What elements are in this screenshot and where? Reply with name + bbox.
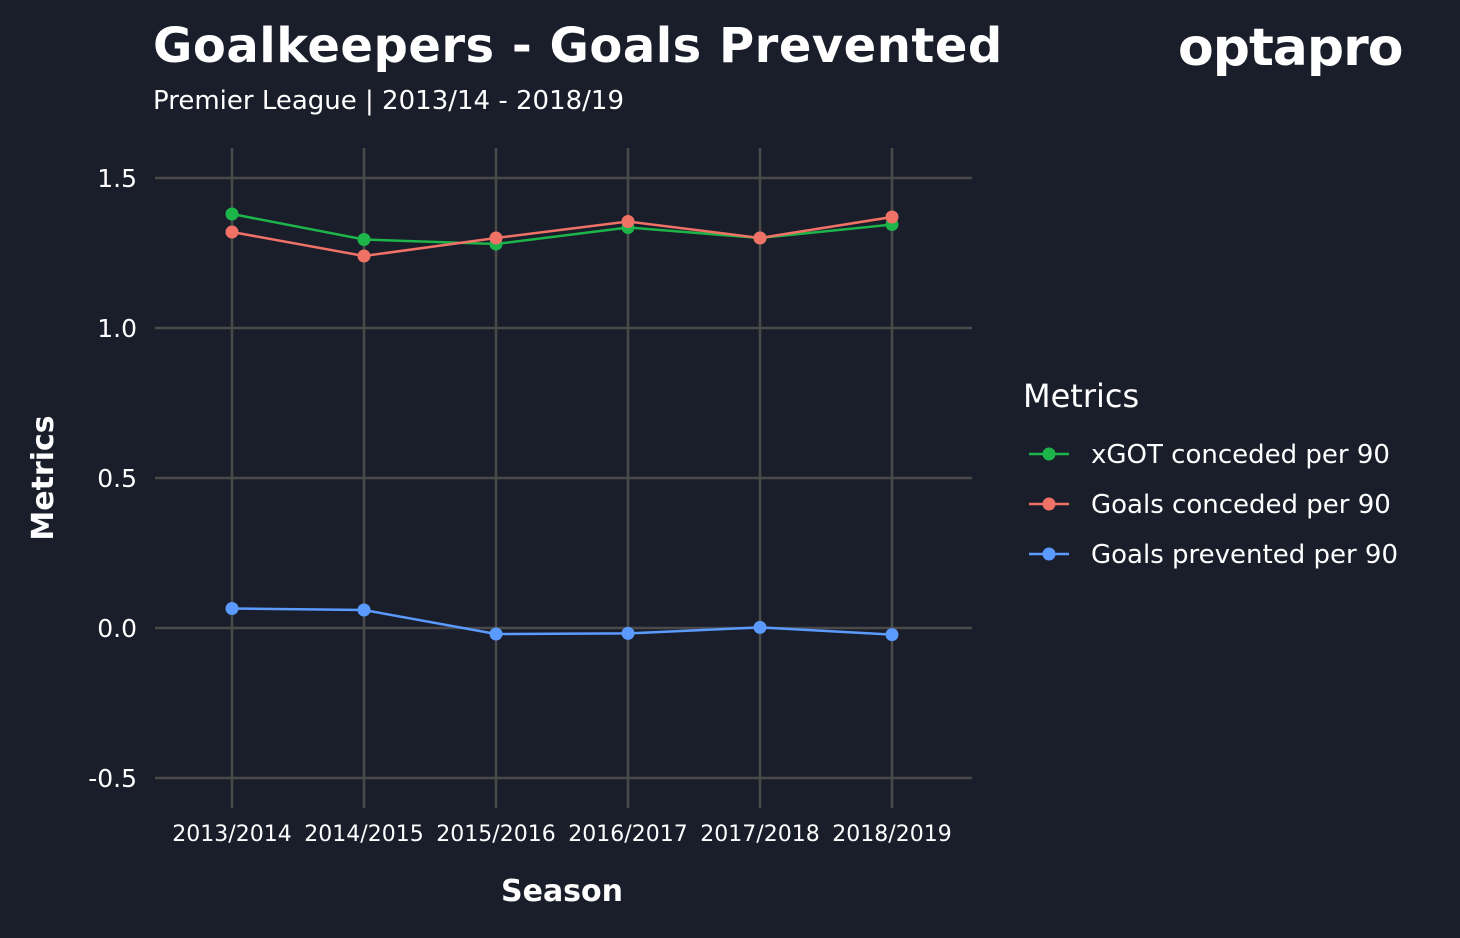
y-tick-label: -0.5 [88, 764, 137, 793]
data-point [357, 233, 371, 246]
legend-title: Metrics [1023, 377, 1139, 415]
data-point [225, 602, 239, 615]
y-tick-label: 1.5 [97, 164, 137, 193]
data-point [621, 626, 635, 640]
y-axis-label: Metrics [26, 415, 61, 540]
legend: Metrics xGOT conceded per 90 Goals conced… [1023, 377, 1398, 570]
series-line [231, 607, 893, 636]
data-point [225, 225, 239, 239]
x-tick-label: 2018/2019 [832, 822, 951, 847]
legend-label: Goals prevented per 90 [1091, 540, 1398, 570]
y-tick-label: 0.0 [97, 614, 137, 643]
y-tick-label: 1.0 [97, 314, 137, 343]
data-point [489, 627, 503, 641]
data-point [357, 249, 371, 263]
series-lines [225, 207, 899, 642]
data-point [885, 210, 899, 224]
data-point [357, 603, 371, 617]
data-point [753, 620, 767, 634]
x-tick-label: 2014/2015 [304, 822, 423, 847]
legend-key-point [1042, 547, 1056, 561]
data-point [489, 231, 503, 245]
legend-label: Goals conceded per 90 [1091, 490, 1391, 520]
optapro-logo: optapro [1178, 18, 1403, 78]
legend-key-point [1042, 447, 1056, 461]
y-tick-label: 0.5 [97, 464, 137, 493]
grid [155, 148, 972, 808]
data-point [621, 215, 635, 228]
data-point [225, 207, 239, 221]
x-tick-label: 2016/2017 [568, 822, 687, 847]
data-point [885, 628, 899, 642]
x-tick-label: 2015/2016 [436, 822, 555, 847]
legend-key-point [1042, 497, 1056, 511]
x-axis-label: Season [501, 874, 623, 909]
y-tick-labels: -0.5 0.0 0.5 1.0 1.5 [88, 164, 137, 793]
series-line [231, 215, 893, 258]
chart-subtitle: Premier League | 2013/14 - 2018/19 [153, 86, 624, 116]
legend-label: xGOT conceded per 90 [1091, 440, 1390, 470]
chart-title: Goalkeepers - Goals Prevented [153, 18, 1003, 74]
x-tick-labels: 2013/2014 2014/2015 2015/2016 2016/2017 2017… [172, 822, 951, 847]
x-tick-label: 2013/2014 [172, 822, 291, 847]
data-point [753, 231, 767, 245]
x-tick-label: 2017/2018 [700, 822, 819, 847]
